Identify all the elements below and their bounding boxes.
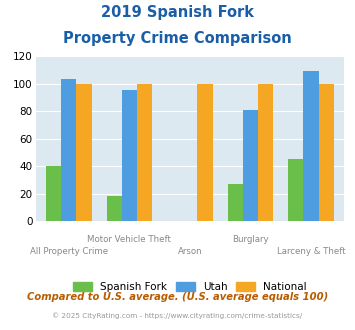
Text: All Property Crime: All Property Crime	[30, 247, 108, 256]
Text: Larceny & Theft: Larceny & Theft	[277, 247, 345, 256]
Text: Burglary: Burglary	[232, 235, 269, 244]
Bar	[243, 110, 258, 221]
Text: Property Crime Comparison: Property Crime Comparison	[63, 31, 292, 46]
Bar	[228, 184, 243, 221]
Bar	[258, 83, 273, 221]
Bar	[106, 196, 122, 221]
Bar	[46, 166, 61, 221]
Text: Motor Vehicle Theft: Motor Vehicle Theft	[87, 235, 171, 244]
Bar	[319, 83, 334, 221]
Bar	[137, 83, 152, 221]
Bar	[288, 159, 304, 221]
Bar	[304, 71, 319, 221]
Bar	[76, 83, 92, 221]
Text: Arson: Arson	[178, 247, 202, 256]
Bar	[122, 90, 137, 221]
Legend: Spanish Fork, Utah, National: Spanish Fork, Utah, National	[70, 279, 310, 295]
Text: © 2025 CityRating.com - https://www.cityrating.com/crime-statistics/: © 2025 CityRating.com - https://www.city…	[53, 312, 302, 318]
Bar	[61, 80, 76, 221]
Text: Compared to U.S. average. (U.S. average equals 100): Compared to U.S. average. (U.S. average …	[27, 292, 328, 302]
Text: 2019 Spanish Fork: 2019 Spanish Fork	[101, 5, 254, 20]
Bar	[197, 83, 213, 221]
